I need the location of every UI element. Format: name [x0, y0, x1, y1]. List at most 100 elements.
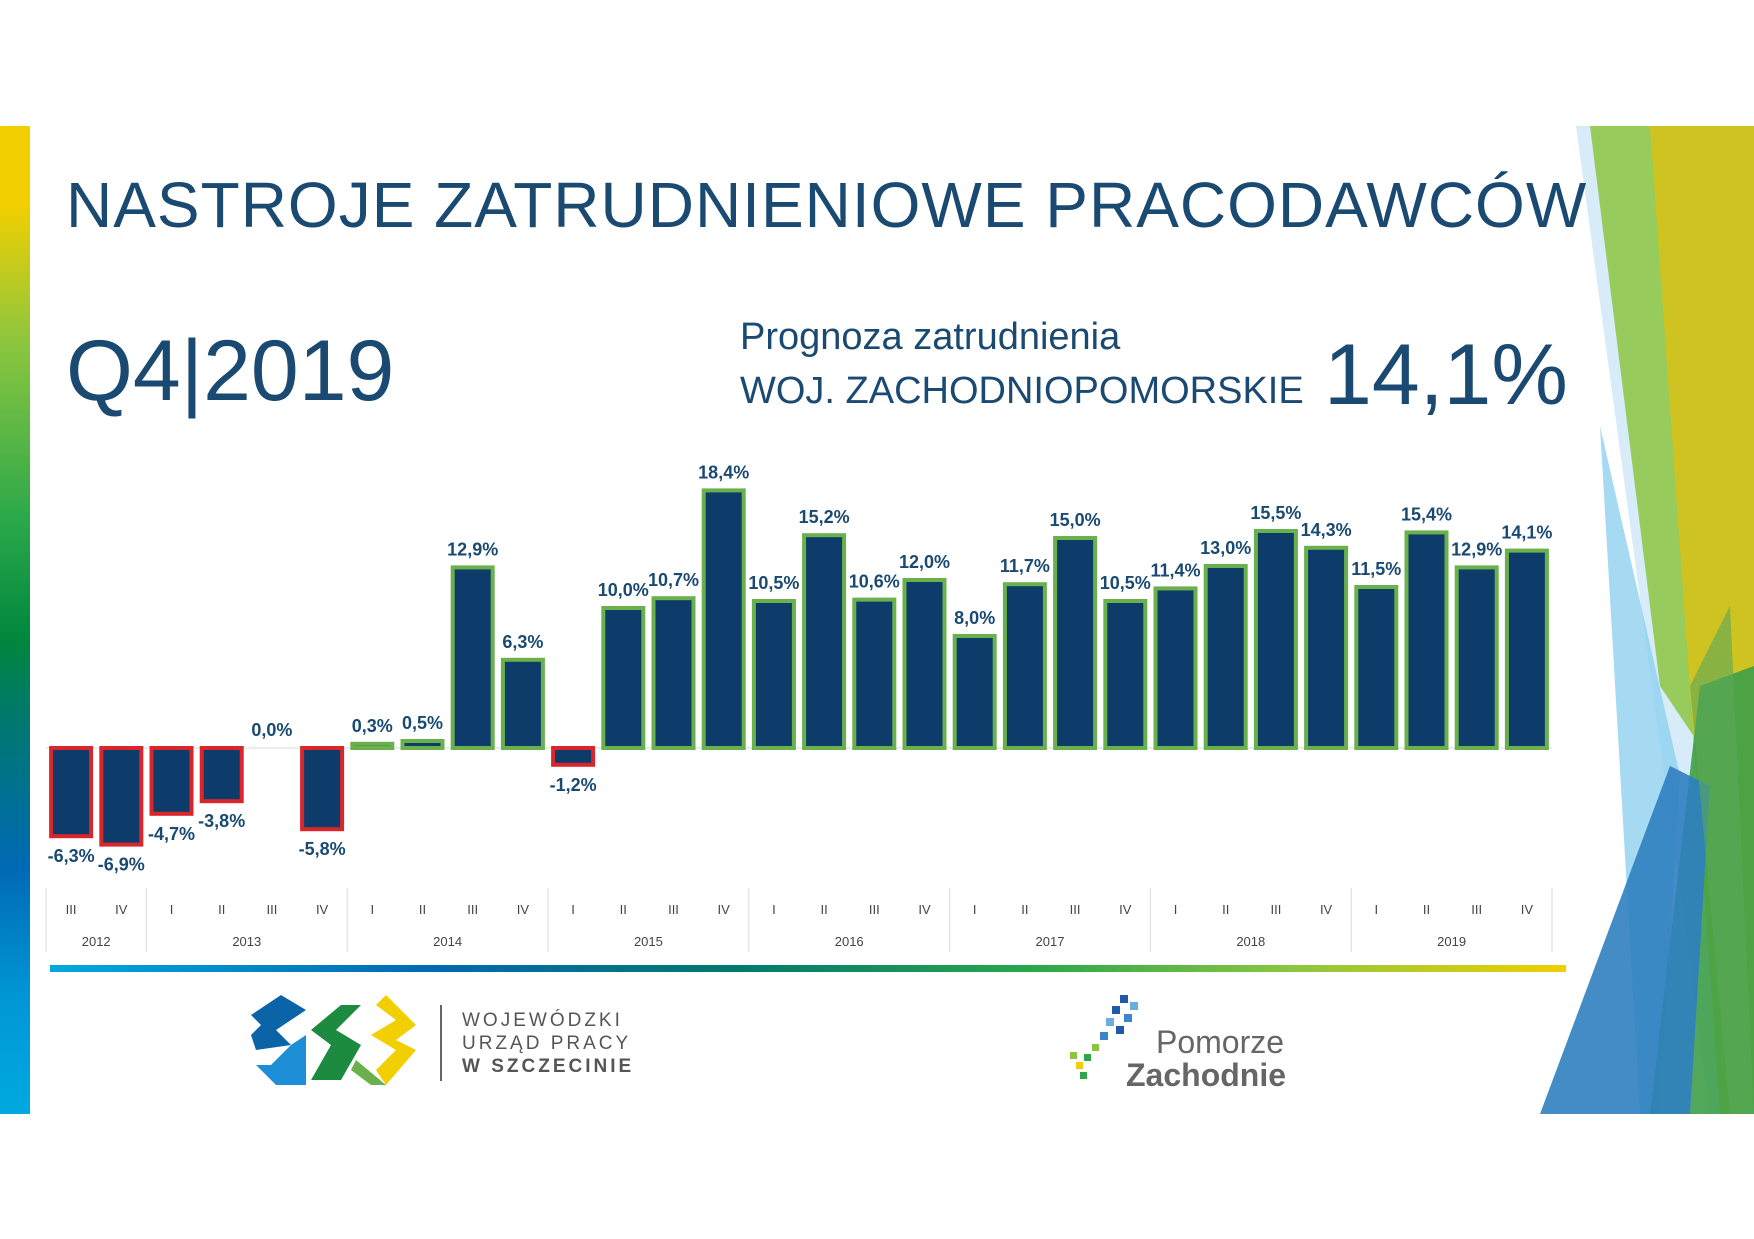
quarter-tick-22: I [1174, 902, 1178, 917]
bar-7 [400, 739, 445, 750]
data-label-14: 10,5% [748, 573, 799, 593]
data-label-18: 8,0% [954, 608, 995, 628]
bar-1 [99, 746, 144, 847]
bar-24 [1253, 529, 1298, 750]
bar-3 [199, 746, 244, 804]
data-label-13: 18,4% [698, 462, 749, 482]
pomorze-zachodnie-logo-icon [1070, 995, 1138, 1079]
data-label-26: 11,5% [1351, 559, 1401, 579]
data-label-8: 12,9% [447, 539, 498, 559]
quarter-tick-10: I [571, 902, 575, 917]
quarter-tick-2: I [170, 902, 174, 917]
data-label-11: 10,0% [598, 580, 649, 600]
data-label-24: 15,5% [1250, 503, 1301, 523]
pomorze-zachodnie-line-2: Zachodnie [1126, 1057, 1287, 1093]
quarter-tick-18: I [973, 902, 977, 917]
data-label-16: 10,6% [849, 572, 900, 592]
bar-11 [601, 606, 646, 750]
quarter-tick-7: II [419, 902, 426, 917]
quarter-tick-23: II [1222, 902, 1229, 917]
bar-17 [902, 578, 947, 750]
bar-26 [1354, 585, 1399, 750]
data-label-21: 10,5% [1100, 573, 1151, 593]
quarter-tick-9: IV [517, 902, 530, 917]
quarter-tick-13: IV [718, 902, 731, 917]
quarter-tick-0: III [66, 902, 77, 917]
data-label-10: -1,2% [550, 775, 597, 795]
data-label-4: 0,0% [251, 720, 292, 740]
quarter-tick-3: II [218, 902, 225, 917]
pomorze-zachodnie-line-1: Pomorze [1156, 1024, 1285, 1060]
data-label-15: 15,2% [799, 507, 850, 527]
quarter-tick-14: I [772, 902, 776, 917]
year-tick-2019: 2019 [1437, 934, 1466, 949]
quarter-tick-29: IV [1521, 902, 1534, 917]
bar-18 [952, 634, 997, 750]
bar-29 [1504, 548, 1549, 750]
data-label-5: -5,8% [299, 839, 346, 859]
quarter-tick-27: II [1423, 902, 1430, 917]
year-tick-2016: 2016 [835, 934, 864, 949]
year-tick-2017: 2017 [1036, 934, 1065, 949]
bar-0 [49, 746, 94, 839]
quarter-tick-20: III [1070, 902, 1081, 917]
year-tick-2012: 2012 [82, 934, 111, 949]
data-label-29: 14,1% [1501, 523, 1552, 543]
chart-bars [49, 488, 1549, 847]
data-label-9: 6,3% [502, 632, 543, 652]
bar-16 [852, 597, 897, 750]
wup-logo-line-3: W SZCZECINIE [462, 1056, 635, 1077]
bar-25 [1304, 545, 1349, 750]
data-label-3: -3,8% [198, 811, 245, 831]
chart-data-labels: -6,3% -6,9%-4,7%-3,8% 0,0% -5,8% 0,3% 0,5% 12,… [48, 462, 1553, 874]
bar-23 [1203, 564, 1248, 750]
bar-27 [1404, 530, 1449, 751]
quarter-tick-1: IV [115, 902, 128, 917]
bar-13 [701, 488, 746, 750]
quarter-tick-15: II [820, 902, 827, 917]
wup-logo-separator [440, 1005, 442, 1081]
data-label-20: 15,0% [1050, 510, 1101, 530]
region-label: WOJ. ZACHODNIOPOMORSKIE [740, 370, 1304, 412]
data-label-23: 13,0% [1200, 538, 1251, 558]
bar-15 [802, 533, 847, 751]
quarter-tick-25: IV [1320, 902, 1333, 917]
bar-9 [500, 657, 545, 750]
quarter-tick-21: IV [1119, 902, 1132, 917]
quarter-tick-16: III [869, 902, 880, 917]
data-label-28: 12,9% [1451, 539, 1502, 559]
data-label-1: -6,9% [98, 855, 145, 875]
quarter-tick-24: III [1270, 902, 1281, 917]
left-gradient-stripe [0, 126, 30, 1114]
wup-logo-line-1: WOJEWÓDZKI [462, 1010, 623, 1031]
data-label-7: 0,5% [402, 713, 443, 733]
bar-21 [1103, 599, 1148, 750]
quarter-tick-28: III [1471, 902, 1482, 917]
bar-10 [551, 746, 596, 767]
bar-20 [1053, 536, 1098, 750]
data-label-17: 12,0% [899, 552, 950, 572]
bar-8 [450, 565, 495, 751]
page-title: NASTROJE ZATRUDNIENIOWE PRACODAWCÓW [66, 169, 1588, 241]
quarter-tick-5: IV [316, 902, 329, 917]
year-tick-2013: 2013 [232, 934, 261, 949]
year-tick-2015: 2015 [634, 934, 663, 949]
wup-logo-icon [251, 995, 416, 1085]
bar-19 [1002, 582, 1047, 751]
data-label-22: 11,4% [1150, 560, 1200, 580]
quarter-label: Q4|2019 [66, 323, 395, 419]
quarter-tick-11: II [620, 902, 627, 917]
data-label-12: 10,7% [648, 570, 699, 590]
quarter-tick-12: III [668, 902, 679, 917]
bar-2 [149, 746, 194, 816]
bar-28 [1454, 565, 1499, 751]
forecast-label: Prognoza zatrudnienia [740, 316, 1121, 358]
bar-14 [751, 599, 796, 750]
bottom-gradient-line [50, 965, 1566, 972]
chart-x-axis: III IV I II III IV I II III IV I II III IV I II III IV I II… [45, 888, 1553, 952]
year-tick-2014: 2014 [433, 934, 462, 949]
data-label-2: -4,7% [148, 824, 195, 844]
bar-6 [350, 741, 395, 750]
quarter-tick-6: I [370, 902, 374, 917]
